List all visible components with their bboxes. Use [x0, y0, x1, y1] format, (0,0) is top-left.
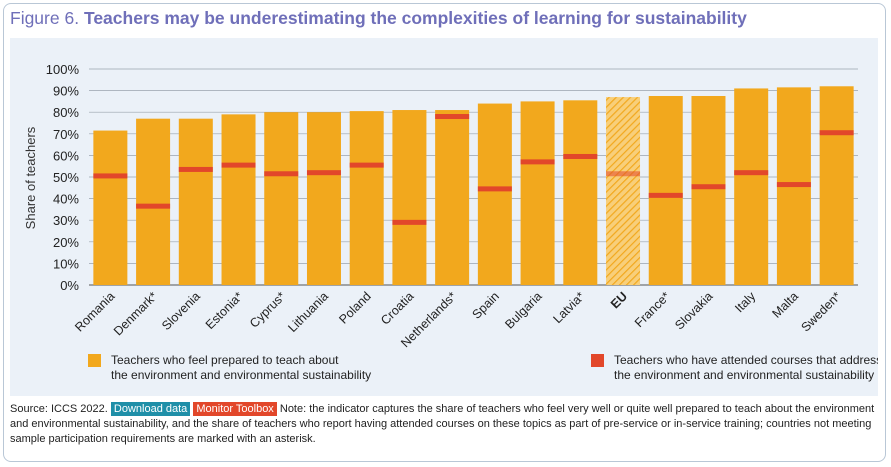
marker-latvia — [563, 153, 598, 159]
download-data-link[interactable]: Download data — [110, 402, 191, 416]
marker-eu — [606, 171, 641, 177]
bar-bulgaria — [520, 101, 555, 286]
y-tick-label: 0% — [60, 278, 79, 293]
x-tick-label: Poland — [336, 289, 373, 326]
marker-cyprus — [264, 171, 299, 177]
bar-chart: 0% 10% 20% 30% 40% 50% 60% 70% 80% 90% 100% Share … — [23, 62, 882, 382]
y-tick-label: 60% — [53, 148, 79, 163]
chart-panel: 0% 10% 20% 30% 40% 50% 60% 70% 80% 90% 100% Share … — [10, 38, 882, 396]
figure-title: Figure 6. Teachers may be underestimatin… — [10, 8, 747, 29]
y-tick-label: 10% — [53, 256, 79, 271]
marker-netherlands — [435, 114, 470, 120]
marker-sweden — [819, 130, 854, 136]
x-tick-label: Lithuania — [285, 289, 331, 335]
bar-spain — [477, 103, 512, 285]
y-gridlines — [89, 68, 858, 286]
marker-romania — [93, 173, 128, 179]
marker-malta — [776, 182, 811, 188]
bar-denmark — [136, 118, 171, 286]
x-tick-label: Estonia* — [203, 289, 246, 332]
legend-swatch — [88, 354, 101, 367]
legend: Teachers who feel prepared to teach abou… — [88, 353, 882, 382]
marker-lithuania — [306, 170, 341, 176]
x-tick-label: Sweden* — [798, 289, 843, 334]
y-tick-label: 30% — [53, 213, 79, 228]
bar-sweden — [819, 86, 854, 285]
x-tick-label: Spain — [469, 289, 502, 322]
legend-label: the environment and environmental sustai… — [614, 368, 874, 382]
x-tick-label: Bulgaria — [502, 289, 544, 331]
x-tick-label: France* — [632, 289, 673, 330]
bar-netherlands — [435, 110, 470, 285]
bar-italy — [734, 88, 769, 285]
bar-croatia — [392, 110, 427, 285]
y-tick-label: 100% — [46, 62, 80, 77]
marker-croatia — [392, 219, 427, 225]
y-axis-ticks: 0% 10% 20% 30% 40% 50% 60% 70% 80% 90% 100% — [46, 62, 80, 293]
y-axis-label: Share of teachers — [23, 126, 38, 229]
legend-swatch — [591, 354, 604, 367]
marker-slovenia — [178, 166, 213, 172]
x-tick-label: Slovakia — [672, 289, 715, 332]
bar-slovenia — [178, 118, 213, 286]
marker-denmark — [136, 203, 171, 209]
y-tick-label: 80% — [53, 105, 79, 120]
marker-series — [93, 114, 854, 225]
marker-slovakia — [691, 184, 726, 190]
figure-number: Figure 6. — [10, 8, 80, 28]
source-note: Source: ICCS 2022. Download data Monitor… — [10, 402, 882, 447]
y-tick-label: 50% — [53, 170, 79, 185]
x-tick-label: Latvia* — [550, 289, 587, 326]
y-tick-label: 90% — [53, 84, 79, 99]
source-lead: Source: ICCS 2022. — [10, 403, 108, 415]
marker-bulgaria — [520, 159, 555, 165]
x-tick-label: EU — [608, 289, 630, 311]
y-tick-label: 20% — [53, 235, 79, 250]
y-tick-label: 70% — [53, 127, 79, 142]
marker-spain — [477, 186, 512, 192]
bar-lithuania — [306, 112, 341, 285]
x-tick-label: Cyprus* — [247, 289, 288, 330]
x-tick-label: Croatia — [378, 289, 416, 327]
legend-label: Teachers who feel prepared to teach abou… — [111, 353, 339, 367]
marker-estonia — [221, 162, 256, 168]
bar-poland — [349, 111, 384, 286]
bar-slovakia — [691, 96, 726, 285]
bar-france — [648, 96, 683, 285]
marker-poland — [349, 162, 384, 168]
x-tick-label: Denmark* — [111, 289, 160, 338]
legend-label: the environment and environmental sustai… — [111, 368, 371, 382]
legend-label: Teachers who have attended courses that … — [614, 353, 878, 367]
y-tick-label: 40% — [53, 192, 79, 207]
bar-latvia — [563, 100, 598, 285]
x-tick-label: Slovenia — [159, 289, 203, 333]
figure-heading: Teachers may be underestimating the comp… — [83, 8, 747, 28]
note-text: Note: the indicator captures the share o… — [10, 403, 875, 445]
bar-eu — [606, 97, 641, 285]
bar-romania — [93, 130, 128, 285]
marker-france — [648, 192, 683, 198]
monitor-toolbox-link[interactable]: Monitor Toolbox — [193, 402, 277, 416]
marker-italy — [734, 170, 769, 176]
bar-estonia — [221, 114, 256, 285]
x-tick-label: Italy — [732, 289, 759, 316]
x-tick-label: Malta — [770, 289, 802, 321]
bar-series — [93, 86, 854, 286]
bar-cyprus — [264, 112, 299, 285]
